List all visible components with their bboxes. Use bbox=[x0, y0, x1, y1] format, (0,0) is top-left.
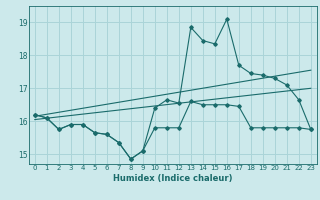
X-axis label: Humidex (Indice chaleur): Humidex (Indice chaleur) bbox=[113, 174, 233, 183]
